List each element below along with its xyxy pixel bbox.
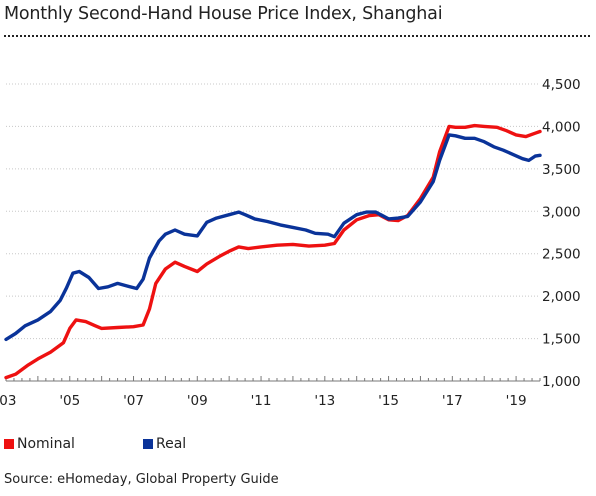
y-tick-label: 1,500 xyxy=(542,332,581,348)
x-tick-label: '13 xyxy=(314,393,335,409)
y-tick-label: 2,000 xyxy=(542,289,581,305)
source-note: Source: eHomeday, Global Property Guide xyxy=(4,472,279,487)
series-line-real xyxy=(4,133,542,342)
legend-swatch-real xyxy=(143,439,153,449)
chart-title: Monthly Second-Hand House Price Index, S… xyxy=(4,4,443,24)
y-tick-label: 3,000 xyxy=(542,204,581,220)
x-tick-label: '05 xyxy=(59,393,80,409)
y-tick-label: 4,500 xyxy=(542,77,581,93)
y-tick-label: 3,500 xyxy=(542,162,581,178)
legend-label-real: Real xyxy=(156,436,187,452)
y-tick-label: 2,500 xyxy=(542,247,581,263)
x-tick-label: '09 xyxy=(187,393,208,409)
legend-item-nominal: Nominal xyxy=(4,436,75,452)
x-tick-label: '17 xyxy=(442,393,463,409)
legend-label-nominal: Nominal xyxy=(17,436,75,452)
x-tick-label: '19 xyxy=(506,393,527,409)
x-tick-label: '07 xyxy=(123,393,144,409)
y-tick-label: 1,000 xyxy=(542,374,581,390)
legend-item-real: Real xyxy=(143,436,186,452)
x-tick-label: '11 xyxy=(251,393,272,409)
title-divider xyxy=(4,35,590,37)
series-line-nominal xyxy=(4,123,542,380)
x-tick-label: '15 xyxy=(378,393,399,409)
x-tick-label: '03 xyxy=(0,393,16,409)
y-tick-label: 4,000 xyxy=(542,119,581,135)
legend-swatch-nominal xyxy=(4,439,14,449)
